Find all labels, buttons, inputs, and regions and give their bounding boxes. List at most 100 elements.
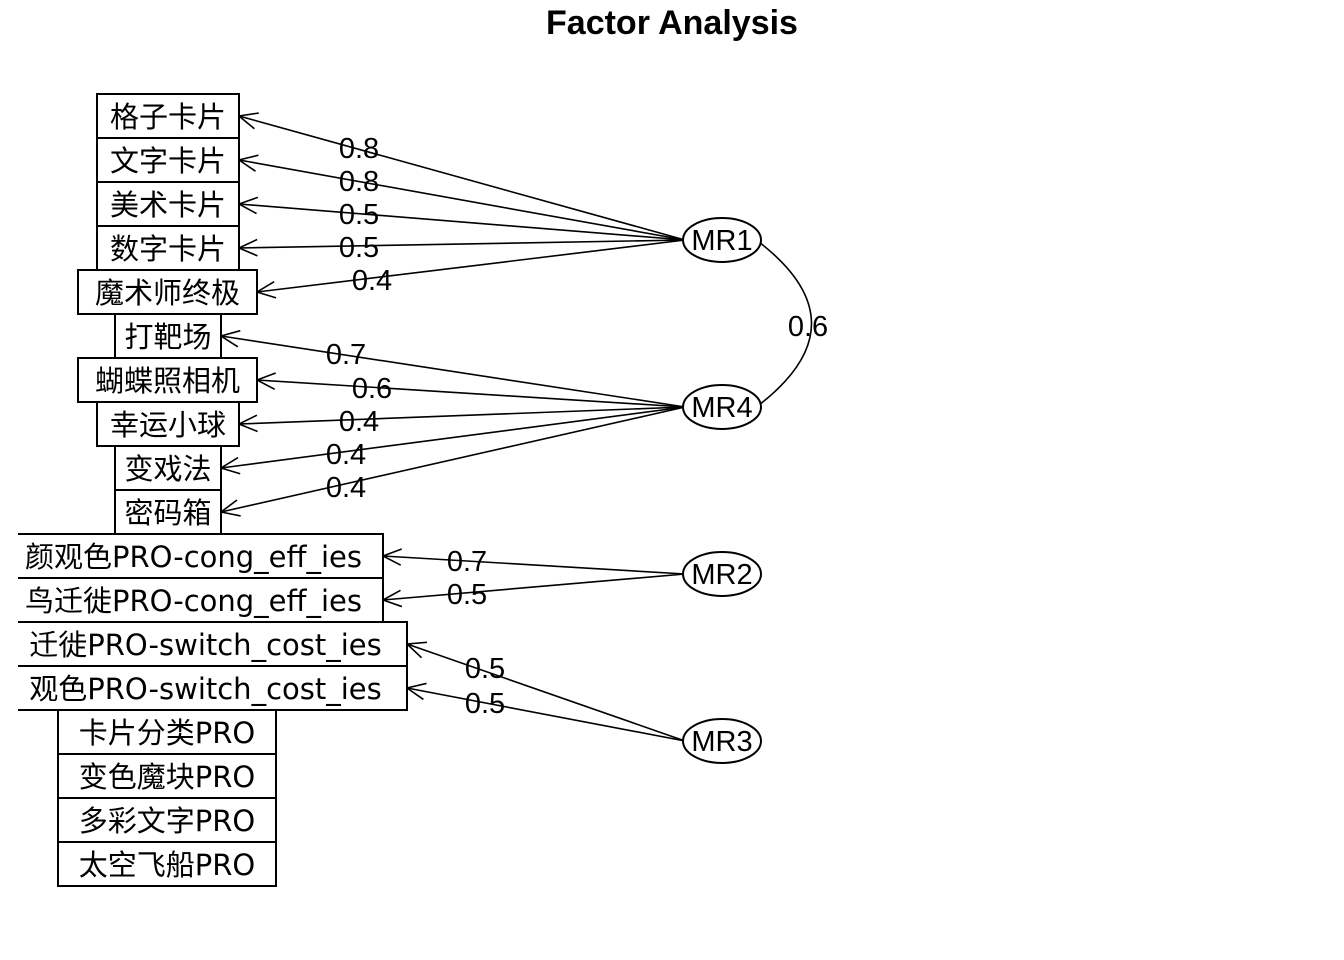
loading-arrow (238, 406, 686, 425)
loading-arrow (406, 687, 686, 742)
factor-ellipse (682, 384, 762, 430)
variable-label: 密码箱 (124, 496, 211, 530)
loading-value: 0.4 (326, 439, 366, 471)
loading-value: 0.5 (339, 232, 379, 264)
factor-ellipse (682, 217, 762, 263)
loading-value: 0.7 (326, 339, 366, 371)
loading-arrow (238, 115, 686, 241)
loading-arrow (382, 555, 686, 575)
variable-box (57, 841, 277, 887)
variable-box (96, 137, 240, 183)
variable-node: 美术卡片 (96, 181, 240, 227)
loading-arrow (220, 335, 686, 408)
variable-label: 魔术师终极 (95, 276, 240, 310)
factor-node: MR1 (682, 217, 762, 263)
loading-value: 0.4 (352, 265, 392, 297)
variable-box (77, 357, 258, 403)
loading-labels: 0.80.80.50.50.40.70.60.40.40.40.70.50.50… (326, 133, 828, 720)
variable-box (114, 313, 222, 359)
variable-label: 变戏法 (124, 452, 211, 486)
loading-arrow (238, 239, 686, 249)
loading-value: 0.5 (465, 688, 505, 720)
loading-value: 0.8 (339, 166, 379, 198)
variable-label: 幸运小球 (110, 408, 226, 442)
loading-arrow (220, 406, 686, 513)
variable-boxes: 格子卡片文字卡片美术卡片数字卡片魔术师终极打靶场蝴蝶照相机幸运小球变戏法密码箱颜… (18, 93, 408, 887)
variable-node: 变戏法 (114, 445, 222, 491)
variable-label: 文字卡片 (110, 144, 226, 178)
variable-node: 变色魔块PRO (57, 753, 277, 799)
variable-box (18, 665, 408, 711)
loading-arrow (220, 406, 686, 469)
loading-value: 0.7 (447, 546, 487, 578)
loading-paths (219, 112, 813, 742)
factor-label: MR2 (691, 559, 752, 591)
variable-box (114, 489, 222, 535)
variable-node: 观色PRO-switch_cost_ies (18, 665, 408, 711)
loading-arrow (256, 239, 686, 293)
loading-value: 0.8 (339, 133, 379, 165)
variable-box (18, 577, 384, 623)
variable-node: 文字卡片 (96, 137, 240, 183)
loading-arrow (238, 203, 686, 241)
variable-label: 迁徙PRO-switch_cost_ies (29, 628, 382, 662)
factor-ellipse (682, 718, 762, 764)
loading-arrow (238, 159, 686, 241)
variable-box (57, 797, 277, 843)
variable-label: 蝴蝶照相机 (95, 364, 240, 398)
correlation-value: 0.6 (788, 311, 828, 343)
factor-node: MR3 (682, 718, 762, 764)
factor-label: MR1 (691, 225, 752, 257)
variable-box (77, 269, 258, 315)
variable-node: 密码箱 (114, 489, 222, 535)
loading-value: 0.5 (339, 199, 379, 231)
variable-node: 数字卡片 (96, 225, 240, 271)
variable-label: 数字卡片 (110, 232, 226, 266)
variable-node: 卡片分类PRO (57, 709, 277, 755)
loading-value: 0.6 (352, 373, 392, 405)
factor-nodes: MR1 MR4 MR2 MR3 (682, 217, 762, 764)
factor-node: MR4 (682, 384, 762, 430)
variable-label: 美术卡片 (110, 188, 226, 222)
variable-node: 格子卡片 (96, 93, 240, 139)
loading-arrow (256, 379, 686, 408)
variable-label: 变色魔块PRO (79, 760, 255, 794)
loading-arrow (406, 643, 686, 742)
factor-ellipse (682, 551, 762, 597)
variable-label: 鸟迁徙PRO-cong_eff_ies (25, 584, 362, 618)
loading-arrow (382, 573, 686, 601)
variable-box (96, 181, 240, 227)
diagram-title: Factor Analysis (546, 4, 798, 42)
variable-node: 迁徙PRO-switch_cost_ies (18, 621, 408, 667)
variable-box (18, 621, 408, 667)
variable-box (18, 533, 384, 579)
variable-node: 太空飞船PRO (57, 841, 277, 887)
variable-node: 多彩文字PRO (57, 797, 277, 843)
correlation-curve (758, 241, 813, 406)
variable-node: 魔术师终极 (77, 269, 258, 315)
variable-label: 观色PRO-switch_cost_ies (29, 672, 382, 706)
loading-value: 0.4 (339, 406, 379, 438)
variable-box (96, 93, 240, 139)
factor-label: MR3 (691, 726, 752, 758)
variable-label: 格子卡片 (110, 100, 226, 134)
variable-label: 多彩文字PRO (79, 804, 255, 838)
factor-label: MR4 (691, 392, 752, 424)
factor-node: MR2 (682, 551, 762, 597)
loading-value: 0.5 (465, 653, 505, 685)
variable-node: 颜观色PRO-cong_eff_ies (18, 533, 384, 579)
variable-label: 打靶场 (124, 320, 211, 354)
variable-box (96, 225, 240, 271)
variable-box (57, 709, 277, 755)
variable-box (96, 401, 240, 447)
variable-node: 鸟迁徙PRO-cong_eff_ies (18, 577, 384, 623)
variable-node: 打靶场 (114, 313, 222, 359)
variable-node: 蝴蝶照相机 (77, 357, 258, 403)
variable-label: 太空飞船PRO (79, 848, 255, 882)
loading-value: 0.4 (326, 472, 366, 504)
variable-label: 卡片分类PRO (79, 716, 255, 750)
variable-node: 幸运小球 (96, 401, 240, 447)
loading-value: 0.5 (447, 579, 487, 611)
variable-label: 颜观色PRO-cong_eff_ies (25, 540, 362, 574)
